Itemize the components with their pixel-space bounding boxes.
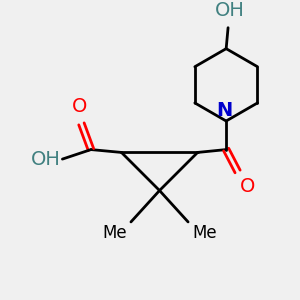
Text: Me: Me	[103, 224, 127, 242]
Text: N: N	[216, 101, 232, 120]
Text: OH: OH	[215, 1, 245, 20]
Text: O: O	[72, 97, 87, 116]
Text: O: O	[239, 177, 255, 196]
Text: Me: Me	[192, 224, 217, 242]
Text: OH: OH	[31, 150, 61, 169]
